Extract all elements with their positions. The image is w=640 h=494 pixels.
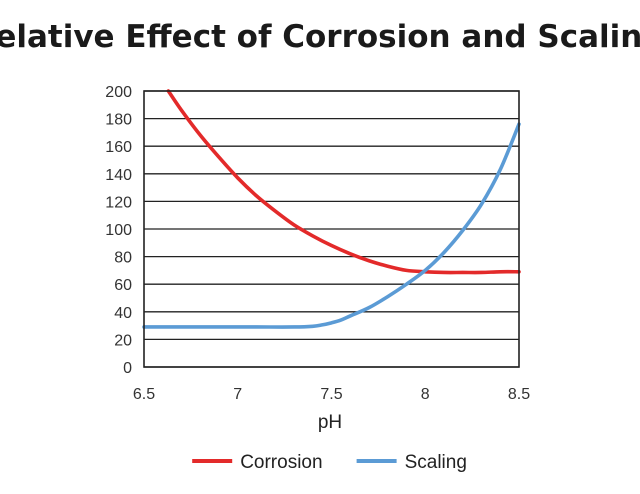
legend-label-corrosion: Corrosion <box>240 452 322 473</box>
y-tick-label: 20 <box>114 332 132 349</box>
y-tick-label: 0 <box>123 360 132 377</box>
y-tick-label: 180 <box>105 112 132 129</box>
series-line-scaling <box>142 122 521 329</box>
legend-label-scaling: Scaling <box>405 452 467 473</box>
x-axis-ticks: 6.5 7 7.5 8 8.5 <box>133 386 530 403</box>
y-tick-label: 40 <box>114 305 132 322</box>
chart-title: Relative Effect of Corrosion and Scaling <box>0 19 640 55</box>
y-tick-label: 140 <box>105 167 132 184</box>
x-tick-label: 7 <box>233 386 242 403</box>
legend: Corrosion Scaling <box>192 452 467 473</box>
x-tick-label: 6.5 <box>133 386 155 403</box>
x-tick-label: 8.5 <box>508 386 530 403</box>
y-tick-label: 120 <box>105 194 132 211</box>
x-tick-label: 7.5 <box>320 386 342 403</box>
y-tick-label: 60 <box>114 277 132 294</box>
y-tick-label: 100 <box>105 222 132 239</box>
x-axis-label: pH <box>318 412 342 433</box>
y-tick-label: 160 <box>105 139 132 156</box>
y-tick-label: 200 <box>105 84 132 101</box>
y-axis-ticks: 0 20 40 60 80 100 120 140 160 180 200 <box>105 84 132 377</box>
series-lines <box>142 89 521 329</box>
plot-area-border <box>143 90 520 368</box>
y-tick-label: 80 <box>114 250 132 267</box>
series-line-corrosion <box>166 89 521 275</box>
x-tick-label: 8 <box>421 386 430 403</box>
